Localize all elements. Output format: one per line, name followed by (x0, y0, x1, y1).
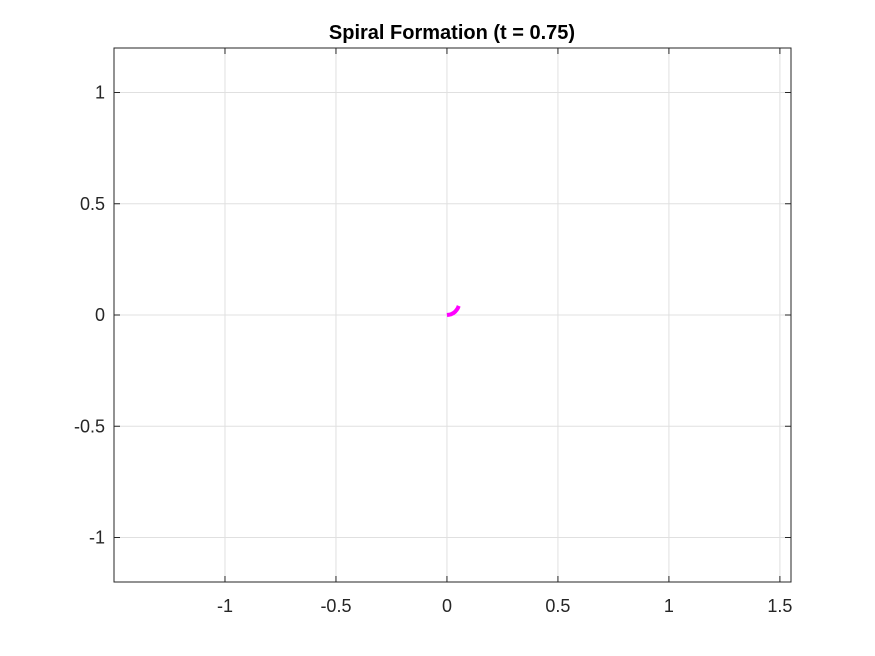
axis-ticks (114, 48, 791, 582)
x-tick-label: -1 (217, 596, 233, 616)
y-tick-label: 0 (95, 305, 105, 325)
x-tick-label: 0.5 (545, 596, 570, 616)
y-tick-label: -0.5 (74, 416, 105, 436)
y-tick-label: 1 (95, 83, 105, 103)
x-tick-label: 1.5 (767, 596, 792, 616)
spiral-line (446, 305, 461, 317)
y-tick-label: -1 (89, 528, 105, 548)
chart-title: Spiral Formation (t = 0.75) (329, 22, 575, 44)
x-tick-label: 1 (664, 596, 674, 616)
tick-labels: -1 -0.5 0 0.5 1 1.5 -1 -0.5 0 0.5 1 (74, 83, 792, 617)
series-layer (446, 305, 461, 317)
y-tick-label: 0.5 (80, 194, 105, 214)
x-tick-label: 0 (442, 596, 452, 616)
x-tick-label: -0.5 (320, 596, 351, 616)
